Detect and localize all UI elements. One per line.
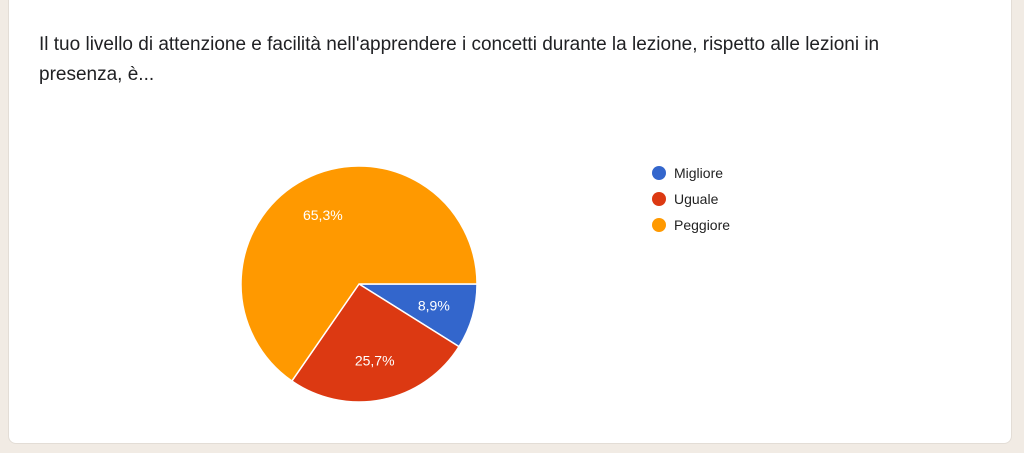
chart-legend: Migliore Uguale Peggiore — [652, 165, 730, 233]
legend-label-peggiore: Peggiore — [674, 217, 730, 233]
legend-label-migliore: Migliore — [674, 165, 723, 181]
slice-label-migliore: 8,9% — [418, 298, 450, 314]
pie-slice-uguale[interactable] — [290, 282, 461, 403]
legend-label-uguale: Uguale — [674, 191, 719, 207]
pie-labels: 8,9% 25,7% 65,3% — [303, 207, 450, 368]
slice-label-peggiore: 65,3% — [303, 207, 343, 223]
slice-label-uguale: 25,7% — [355, 352, 395, 368]
pie-slices — [240, 165, 478, 403]
legend-item-uguale[interactable]: Uguale — [652, 191, 719, 207]
legend-item-migliore[interactable]: Migliore — [652, 165, 723, 181]
legend-swatch-peggiore — [652, 218, 666, 232]
question-card: Il tuo livello di attenzione e facilità … — [8, 0, 1012, 444]
legend-swatch-uguale — [652, 192, 666, 206]
question-title: Il tuo livello di attenzione e facilità … — [39, 34, 880, 85]
pie-chart: 8,9% 25,7% 65,3% Migliore Uguale Peggiore — [240, 165, 730, 403]
legend-swatch-migliore — [652, 166, 666, 180]
pie-slice-peggiore[interactable] — [240, 165, 478, 383]
legend-item-peggiore[interactable]: Peggiore — [652, 217, 730, 233]
